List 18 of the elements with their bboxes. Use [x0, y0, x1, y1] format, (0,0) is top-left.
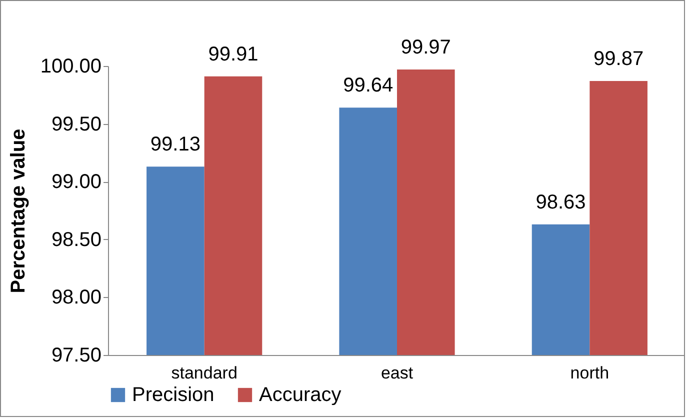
- x-tick-label: east: [380, 364, 414, 382]
- data-label: 99.87: [594, 48, 644, 70]
- x-tick-label: north: [570, 364, 610, 382]
- y-axis-title: Percentage value: [7, 128, 30, 294]
- data-label: 99.13: [150, 134, 200, 156]
- y-tick-label: 98.50: [51, 228, 102, 251]
- y-tick-label: 100.00: [40, 56, 102, 78]
- data-label: 99.97: [400, 36, 451, 58]
- data-label: 98.63: [536, 191, 586, 214]
- data-label: 99.64: [343, 74, 394, 97]
- y-tick-label: 98.00: [51, 286, 102, 309]
- y-tick-label: 99.50: [51, 113, 102, 136]
- y-tick-label: 97.50: [51, 344, 102, 366]
- x-tick-label: standard: [171, 364, 238, 382]
- data-label: 99.91: [208, 43, 258, 66]
- legend-label: Accuracy: [259, 384, 342, 406]
- legend-label: Precision: [132, 384, 214, 406]
- y-tick-label: 99.00: [51, 171, 102, 194]
